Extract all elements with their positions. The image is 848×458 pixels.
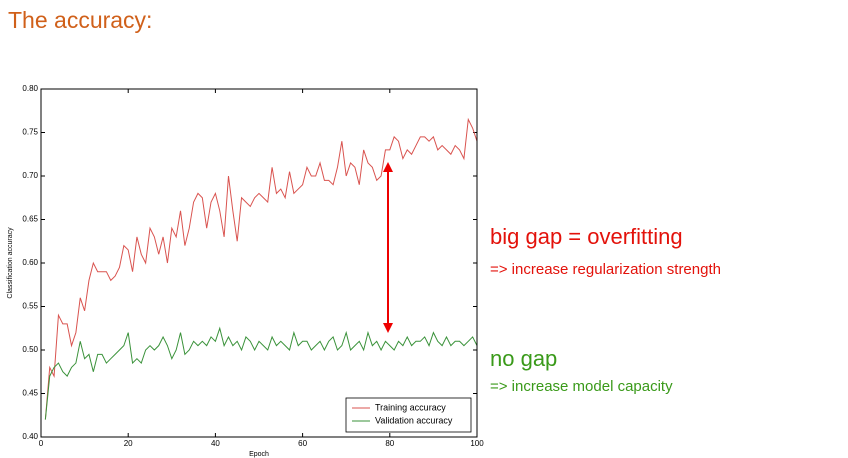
y-tick-label: 0.70 <box>22 171 38 180</box>
y-axis-label: Classification accuracy <box>7 227 14 299</box>
gap-arrow <box>383 162 393 333</box>
y-tick-label: 0.40 <box>22 432 38 441</box>
y-tick-label: 0.65 <box>22 215 38 224</box>
arrow-head <box>383 162 393 172</box>
y-tick-label: 0.55 <box>22 302 38 311</box>
series-line <box>44 117 478 420</box>
y-tick-label: 0.80 <box>22 84 38 93</box>
y-tick-label: 0.45 <box>22 389 38 398</box>
x-tick-label: 60 <box>298 439 307 448</box>
y-tick-label: 0.60 <box>22 258 38 267</box>
legend-box <box>345 397 472 433</box>
legend-label: Training accuracy <box>375 402 446 412</box>
x-tick-label: 0 <box>39 439 44 448</box>
x-axis-label: Epoch <box>249 451 269 458</box>
annotation: no gap <box>490 346 557 371</box>
arrow-head <box>383 323 393 333</box>
annotation: => increase model capacity <box>490 378 673 395</box>
x-tick-label: 80 <box>385 439 394 448</box>
plot-frame <box>40 88 478 438</box>
y-tick-label: 0.75 <box>22 128 38 137</box>
y-tick-label: 0.50 <box>22 345 38 354</box>
annotation: => increase regularization strength <box>490 261 721 278</box>
annotation: big gap = overfitting <box>490 224 683 249</box>
legend-label: Validation accuracy <box>375 415 453 425</box>
slide-title: The accuracy: <box>8 7 152 33</box>
x-tick-label: 100 <box>470 439 484 448</box>
x-tick-label: 20 <box>124 439 133 448</box>
x-tick-label: 40 <box>211 439 220 448</box>
series-line <box>44 326 478 420</box>
